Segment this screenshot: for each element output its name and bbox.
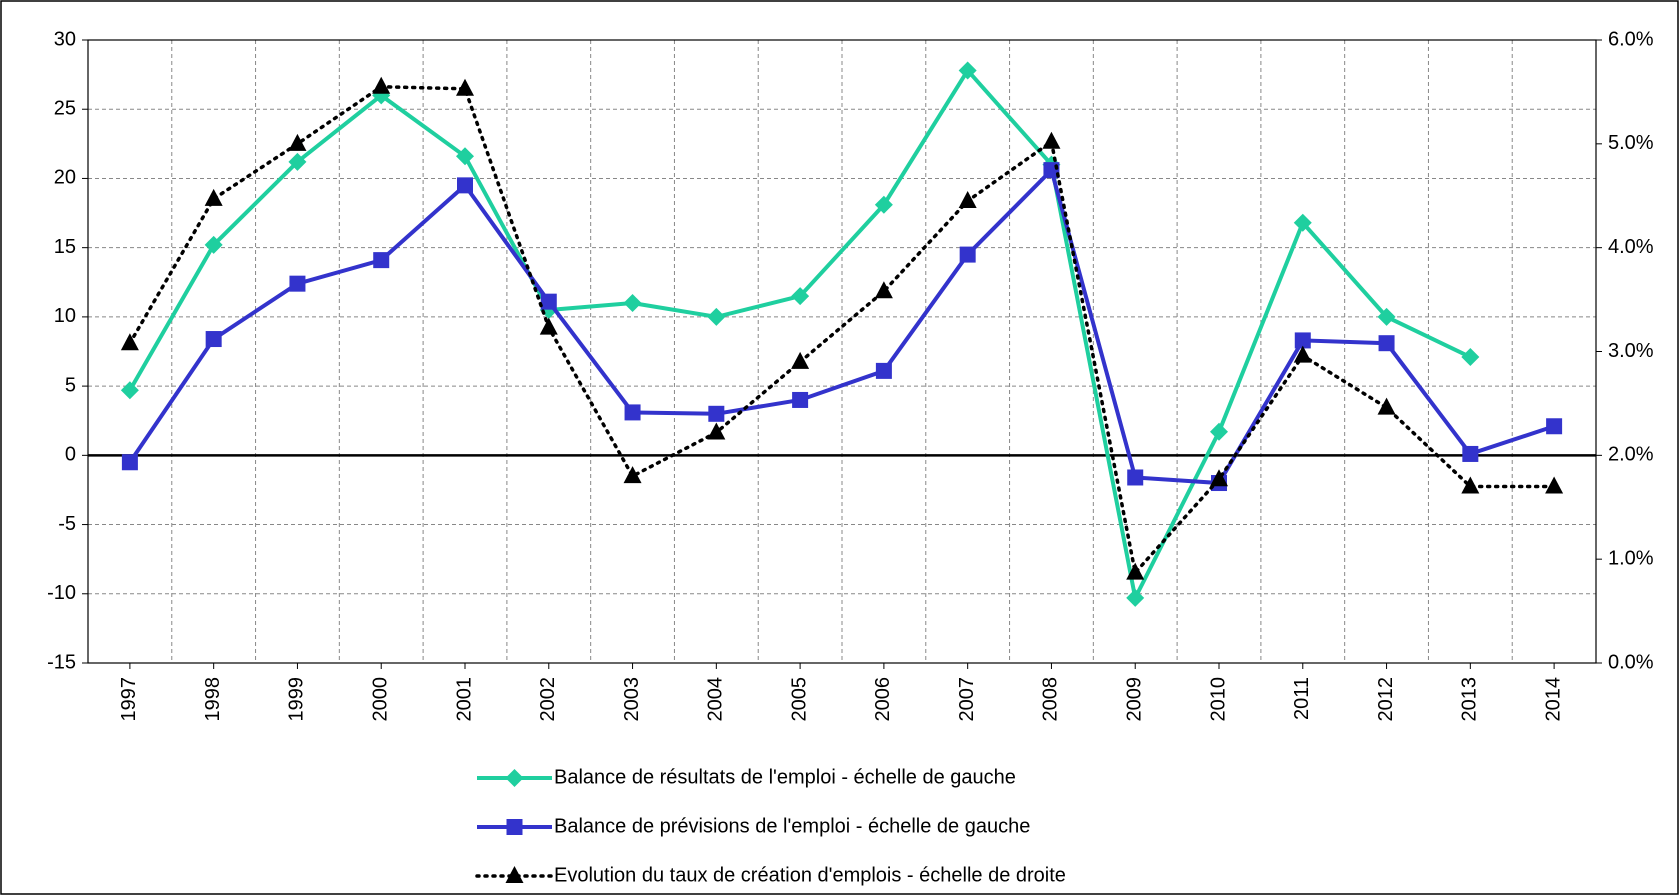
- marker: [204, 188, 223, 206]
- series-line: [128, 166, 1555, 486]
- marker: [205, 331, 222, 348]
- marker: [1210, 422, 1228, 441]
- marker: [1042, 131, 1061, 149]
- x-tick-label: 2004: [705, 677, 727, 722]
- x-tick-label: 2011: [1291, 677, 1313, 720]
- y-tick-label: -15: [47, 651, 76, 673]
- x-tick-label: 2014: [1542, 677, 1564, 722]
- x-tick-label: 2003: [621, 677, 643, 722]
- marker: [707, 422, 726, 440]
- marker: [875, 362, 892, 379]
- y-tick-label: -5: [58, 513, 76, 535]
- marker: [120, 333, 139, 351]
- marker: [120, 381, 139, 400]
- y2-tick-label: 5.0%: [1608, 132, 1654, 154]
- x-tick-label: 2002: [537, 677, 559, 722]
- x-tick-label: 2007: [956, 677, 978, 722]
- y-tick-label: 10: [54, 305, 76, 327]
- x-tick-label: 2005: [788, 677, 810, 722]
- marker: [623, 466, 642, 484]
- y-tick-label: 5: [65, 374, 76, 396]
- marker: [1462, 445, 1479, 462]
- legend-label: Balance de prévisions de l'emploi - éche…: [554, 815, 1030, 837]
- marker: [505, 769, 524, 787]
- marker: [540, 293, 557, 310]
- marker: [373, 252, 390, 269]
- x-tick-label: 2013: [1459, 677, 1481, 722]
- y2-tick-label: 3.0%: [1608, 340, 1654, 362]
- x-tick-label: 1999: [286, 677, 308, 722]
- marker: [1461, 476, 1480, 494]
- y2-tick-label: 6.0%: [1608, 28, 1654, 50]
- marker: [288, 152, 307, 171]
- marker: [958, 61, 977, 80]
- marker: [372, 76, 391, 94]
- series-line: [128, 84, 1556, 577]
- marker: [1377, 397, 1396, 415]
- x-tick-label: 2012: [1375, 677, 1397, 722]
- y2-tick-label: 2.0%: [1608, 444, 1654, 466]
- marker: [1210, 469, 1228, 487]
- marker: [792, 391, 809, 408]
- x-tick-label: 1997: [118, 677, 140, 722]
- marker: [958, 190, 977, 208]
- marker: [1294, 332, 1311, 349]
- y-tick-label: -10: [47, 582, 76, 604]
- marker: [1293, 213, 1312, 232]
- x-tick-label: 1998: [202, 677, 224, 722]
- y-tick-label: 30: [54, 28, 76, 50]
- marker: [1378, 335, 1395, 352]
- y-tick-label: 0: [65, 444, 76, 466]
- y2-tick-label: 0.0%: [1608, 651, 1654, 673]
- x-tick-label: 2001: [453, 677, 475, 722]
- marker: [708, 405, 725, 422]
- marker: [874, 195, 893, 214]
- y2-tick-label: 1.0%: [1608, 547, 1654, 569]
- marker: [289, 275, 306, 292]
- marker: [791, 351, 810, 369]
- x-tick-label: 2006: [872, 677, 894, 722]
- x-tick-label: 2010: [1207, 677, 1229, 722]
- legend-label: Balance de résultats de l'emploi - échel…: [554, 766, 1016, 788]
- marker: [121, 454, 138, 471]
- marker: [959, 246, 976, 263]
- marker: [1546, 418, 1563, 435]
- marker: [506, 819, 523, 835]
- x-tick-label: 2009: [1124, 677, 1146, 722]
- marker: [288, 133, 307, 151]
- y2-tick-label: 4.0%: [1608, 236, 1654, 258]
- marker: [874, 281, 893, 299]
- marker: [456, 78, 474, 96]
- x-tick-label: 2008: [1040, 677, 1062, 722]
- plot-frame: [87, 39, 1597, 664]
- legend-label: Evolution du taux de création d'emplois …: [554, 864, 1066, 886]
- marker: [623, 294, 642, 313]
- marker: [707, 307, 726, 326]
- marker: [1461, 348, 1480, 367]
- x-tick-label: 2000: [370, 677, 392, 722]
- marker: [1545, 476, 1564, 494]
- y-tick-label: 20: [54, 167, 76, 189]
- marker: [1293, 345, 1312, 363]
- marker: [1377, 307, 1396, 326]
- marker: [1126, 588, 1145, 607]
- marker: [791, 287, 810, 306]
- marker: [204, 235, 223, 254]
- marker: [505, 866, 524, 883]
- marker: [624, 404, 641, 421]
- marker: [457, 177, 473, 194]
- marker: [1126, 562, 1145, 580]
- marker: [539, 317, 558, 335]
- y-tick-label: 15: [54, 236, 76, 258]
- y-tick-label: 25: [54, 98, 76, 120]
- marker: [456, 147, 474, 166]
- marker: [1127, 469, 1144, 486]
